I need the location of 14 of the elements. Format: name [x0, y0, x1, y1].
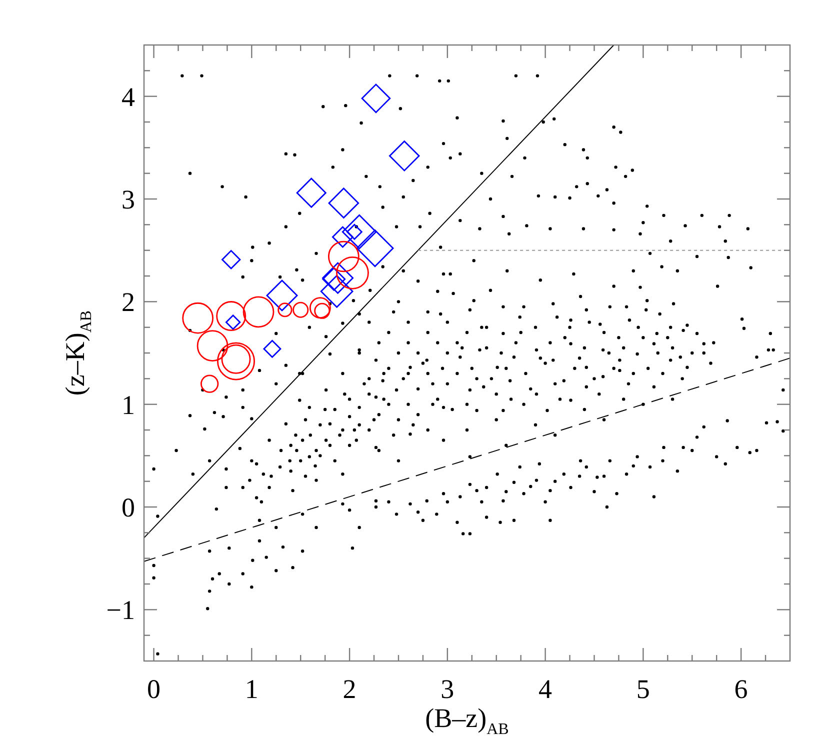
- y-tick-label: 0: [122, 492, 135, 522]
- x-tick-label: 5: [636, 674, 650, 704]
- x-tick-label: 2: [342, 674, 356, 704]
- y-tick-label: 4: [122, 82, 136, 112]
- x-tick-label: 1: [244, 674, 258, 704]
- y-tick-label: 2: [122, 287, 135, 318]
- y-tick-label: −1: [106, 595, 135, 626]
- x-tick-label: 6: [734, 674, 748, 704]
- x-axis-title: (B–z)$_{AB}$: [425, 703, 509, 738]
- y-tick-label: 3: [122, 184, 135, 214]
- x-tick-label: 0: [147, 674, 161, 704]
- y-tick-label: 1: [122, 390, 135, 420]
- x-tick-label: 4: [538, 674, 553, 704]
- x-tick-label: 3: [440, 674, 454, 704]
